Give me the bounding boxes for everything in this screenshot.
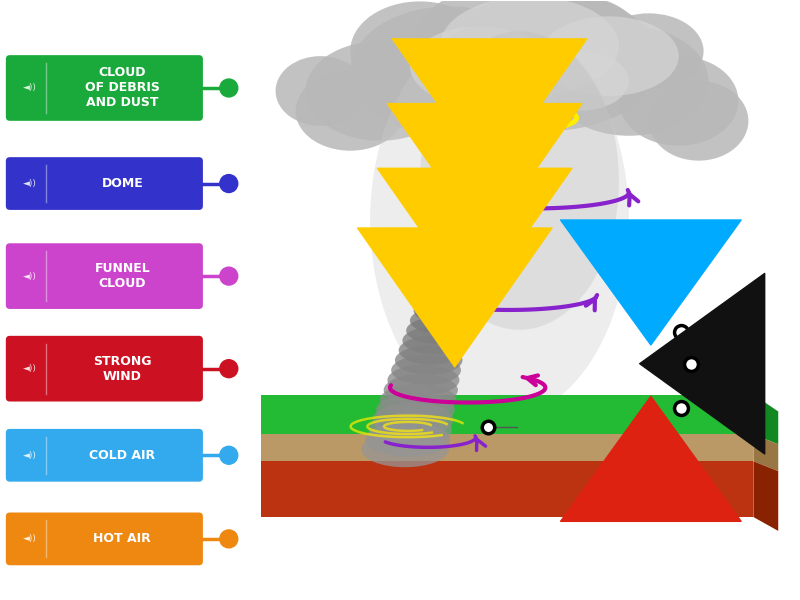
Ellipse shape bbox=[295, 71, 405, 151]
Ellipse shape bbox=[478, 136, 496, 149]
Ellipse shape bbox=[361, 431, 449, 467]
Ellipse shape bbox=[415, 0, 584, 96]
Text: ◄)): ◄)) bbox=[22, 179, 37, 188]
FancyBboxPatch shape bbox=[6, 157, 203, 210]
Ellipse shape bbox=[350, 7, 550, 136]
FancyBboxPatch shape bbox=[6, 512, 203, 565]
Ellipse shape bbox=[429, 260, 476, 282]
Ellipse shape bbox=[350, 1, 490, 101]
Polygon shape bbox=[754, 461, 778, 531]
Ellipse shape bbox=[594, 13, 703, 89]
Ellipse shape bbox=[275, 56, 365, 126]
Ellipse shape bbox=[369, 412, 452, 446]
Ellipse shape bbox=[420, 86, 519, 155]
Ellipse shape bbox=[418, 289, 472, 313]
Ellipse shape bbox=[470, 155, 493, 169]
Ellipse shape bbox=[421, 279, 473, 303]
Circle shape bbox=[220, 446, 238, 464]
Polygon shape bbox=[754, 395, 778, 445]
Circle shape bbox=[220, 79, 238, 97]
Ellipse shape bbox=[649, 81, 748, 161]
Text: STRONG
WIND: STRONG WIND bbox=[93, 355, 151, 383]
Polygon shape bbox=[754, 434, 778, 471]
FancyBboxPatch shape bbox=[6, 243, 203, 309]
Ellipse shape bbox=[395, 346, 462, 375]
Polygon shape bbox=[261, 461, 754, 517]
Ellipse shape bbox=[365, 422, 450, 457]
Ellipse shape bbox=[410, 308, 469, 334]
FancyBboxPatch shape bbox=[6, 336, 203, 401]
Circle shape bbox=[220, 175, 238, 193]
Ellipse shape bbox=[619, 56, 738, 146]
Circle shape bbox=[220, 360, 238, 377]
Ellipse shape bbox=[425, 269, 474, 293]
Ellipse shape bbox=[519, 0, 639, 76]
Ellipse shape bbox=[380, 384, 456, 416]
Polygon shape bbox=[261, 395, 754, 434]
Text: ◄)): ◄)) bbox=[22, 272, 37, 281]
Ellipse shape bbox=[440, 232, 481, 251]
Ellipse shape bbox=[485, 118, 499, 128]
Ellipse shape bbox=[398, 336, 464, 364]
Ellipse shape bbox=[306, 41, 454, 141]
Ellipse shape bbox=[406, 317, 467, 344]
Ellipse shape bbox=[455, 194, 487, 211]
Text: FUNNEL
CLOUD: FUNNEL CLOUD bbox=[94, 262, 150, 290]
Ellipse shape bbox=[451, 203, 486, 221]
Ellipse shape bbox=[481, 127, 498, 139]
Ellipse shape bbox=[410, 26, 550, 106]
Ellipse shape bbox=[489, 108, 501, 118]
Text: ◄)): ◄)) bbox=[22, 364, 37, 373]
Ellipse shape bbox=[530, 51, 629, 111]
Ellipse shape bbox=[444, 222, 482, 241]
Ellipse shape bbox=[440, 0, 658, 131]
FancyBboxPatch shape bbox=[6, 55, 203, 121]
Ellipse shape bbox=[539, 16, 678, 96]
Ellipse shape bbox=[370, 21, 629, 419]
Ellipse shape bbox=[391, 355, 461, 385]
Polygon shape bbox=[261, 434, 754, 461]
Ellipse shape bbox=[447, 212, 484, 231]
Ellipse shape bbox=[458, 184, 488, 200]
Ellipse shape bbox=[402, 327, 466, 354]
Ellipse shape bbox=[414, 298, 470, 323]
Ellipse shape bbox=[376, 394, 455, 426]
Ellipse shape bbox=[373, 403, 454, 436]
Text: ◄)): ◄)) bbox=[22, 451, 37, 460]
Ellipse shape bbox=[432, 251, 478, 272]
Ellipse shape bbox=[466, 165, 491, 179]
Text: COLD AIR: COLD AIR bbox=[90, 449, 155, 462]
Ellipse shape bbox=[550, 26, 709, 136]
Circle shape bbox=[220, 267, 238, 285]
Ellipse shape bbox=[387, 365, 459, 395]
Ellipse shape bbox=[474, 146, 494, 159]
FancyBboxPatch shape bbox=[6, 429, 203, 482]
Text: HOT AIR: HOT AIR bbox=[94, 532, 151, 545]
Ellipse shape bbox=[384, 374, 458, 406]
Ellipse shape bbox=[436, 241, 479, 262]
Ellipse shape bbox=[462, 175, 490, 190]
Text: ◄)): ◄)) bbox=[22, 83, 37, 92]
Text: DOME: DOME bbox=[102, 177, 143, 190]
Ellipse shape bbox=[440, 0, 619, 96]
Circle shape bbox=[220, 530, 238, 548]
Ellipse shape bbox=[420, 31, 619, 330]
Text: ◄)): ◄)) bbox=[22, 535, 37, 544]
Text: CLOUD
OF DEBRIS
AND DUST: CLOUD OF DEBRIS AND DUST bbox=[85, 67, 160, 109]
